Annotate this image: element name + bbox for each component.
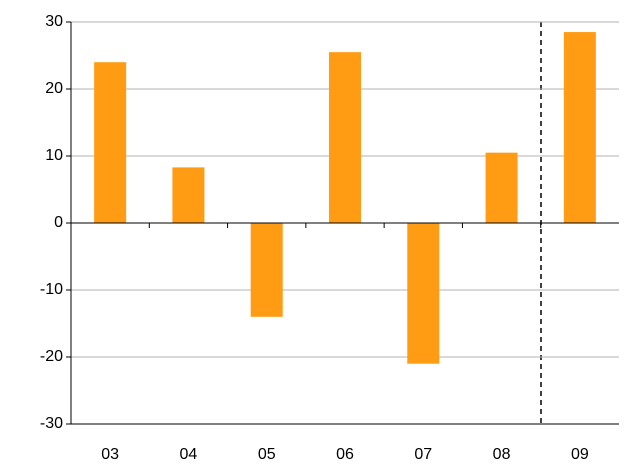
y-tick-label: -30	[40, 415, 63, 432]
y-tick-label: 10	[45, 147, 63, 164]
y-tick-label: 20	[45, 80, 63, 97]
bar	[329, 52, 361, 224]
bar	[172, 167, 205, 223]
y-tick-label: -20	[40, 348, 63, 365]
x-tick-label: 04	[180, 446, 198, 463]
x-tick-label: 05	[258, 446, 276, 463]
x-tick-label: 06	[336, 446, 354, 463]
x-tick-label: 03	[101, 446, 119, 463]
bar	[563, 32, 596, 223]
x-tick-label: 09	[571, 446, 589, 463]
bar	[94, 62, 127, 224]
y-tick-label: 0	[54, 214, 63, 231]
bar	[250, 223, 283, 317]
x-tick-label: 07	[414, 446, 432, 463]
bar	[407, 223, 440, 364]
bar	[485, 152, 518, 223]
y-tick-label: -10	[40, 281, 63, 298]
y-tick-label: 30	[45, 13, 63, 30]
x-tick-label: 08	[493, 446, 511, 463]
